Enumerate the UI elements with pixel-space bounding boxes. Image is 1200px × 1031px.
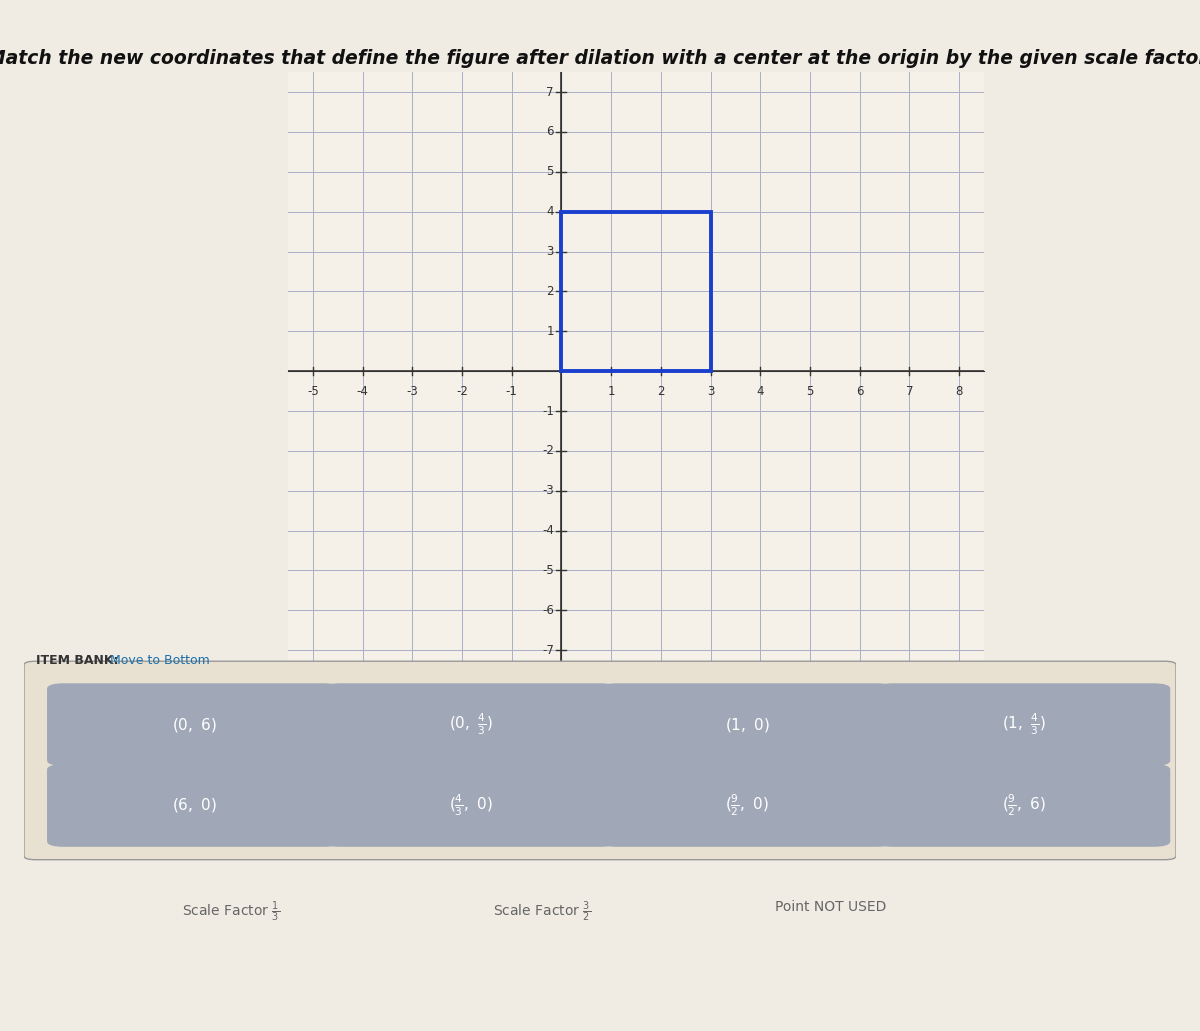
Text: 8: 8 xyxy=(955,386,962,398)
Text: 5: 5 xyxy=(546,165,554,178)
Text: 7: 7 xyxy=(546,86,554,99)
Text: $(\frac{9}{2},\ 6)$: $(\frac{9}{2},\ 6)$ xyxy=(1002,793,1045,819)
Text: 2: 2 xyxy=(658,386,665,398)
Text: Point NOT USED: Point NOT USED xyxy=(775,900,886,914)
Text: -2: -2 xyxy=(456,386,468,398)
FancyBboxPatch shape xyxy=(324,684,617,766)
Text: -4: -4 xyxy=(542,524,554,537)
FancyBboxPatch shape xyxy=(876,684,1170,766)
FancyBboxPatch shape xyxy=(876,764,1170,846)
Text: 3: 3 xyxy=(546,245,554,258)
Text: -7: -7 xyxy=(542,643,554,657)
Text: -3: -3 xyxy=(407,386,418,398)
Text: $(1,\ 0)$: $(1,\ 0)$ xyxy=(725,716,769,734)
Text: $(0,\ \frac{4}{3})$: $(0,\ \frac{4}{3})$ xyxy=(449,711,492,737)
Text: $(\frac{9}{2},\ 0)$: $(\frac{9}{2},\ 0)$ xyxy=(725,793,769,819)
Text: 4: 4 xyxy=(756,386,764,398)
FancyBboxPatch shape xyxy=(47,764,341,846)
Text: -6: -6 xyxy=(542,604,554,617)
Text: -5: -5 xyxy=(542,564,554,577)
Text: 7: 7 xyxy=(906,386,913,398)
Text: 6: 6 xyxy=(856,386,864,398)
Text: Scale Factor $\frac{1}{3}$: Scale Factor $\frac{1}{3}$ xyxy=(182,900,281,925)
Text: 6: 6 xyxy=(546,126,554,138)
Text: $(0,\ 6)$: $(0,\ 6)$ xyxy=(172,716,216,734)
FancyBboxPatch shape xyxy=(324,764,617,846)
FancyBboxPatch shape xyxy=(600,764,894,846)
FancyBboxPatch shape xyxy=(600,684,894,766)
Text: 1: 1 xyxy=(546,325,554,338)
Text: $(1,\ \frac{4}{3})$: $(1,\ \frac{4}{3})$ xyxy=(1002,711,1045,737)
FancyBboxPatch shape xyxy=(24,661,1176,860)
Text: $(6,\ 0)$: $(6,\ 0)$ xyxy=(172,797,216,814)
Text: -1: -1 xyxy=(505,386,517,398)
Text: $(\frac{4}{3},\ 0)$: $(\frac{4}{3},\ 0)$ xyxy=(449,793,492,819)
Text: -4: -4 xyxy=(356,386,368,398)
Text: -2: -2 xyxy=(542,444,554,458)
Text: ITEM BANK:: ITEM BANK: xyxy=(36,654,118,667)
Text: 2: 2 xyxy=(546,285,554,298)
Text: 5: 5 xyxy=(806,386,814,398)
Text: -3: -3 xyxy=(542,485,554,497)
Text: 3: 3 xyxy=(707,386,714,398)
Text: Scale Factor $\frac{3}{2}$: Scale Factor $\frac{3}{2}$ xyxy=(493,900,592,925)
Text: 4: 4 xyxy=(546,205,554,219)
Text: Move to Bottom: Move to Bottom xyxy=(110,654,210,667)
Text: -1: -1 xyxy=(542,404,554,418)
Text: -5: -5 xyxy=(307,386,319,398)
FancyBboxPatch shape xyxy=(47,684,341,766)
Text: Match the new coordinates that define the figure after dilation with a center at: Match the new coordinates that define th… xyxy=(0,48,1200,68)
Text: 1: 1 xyxy=(607,386,614,398)
